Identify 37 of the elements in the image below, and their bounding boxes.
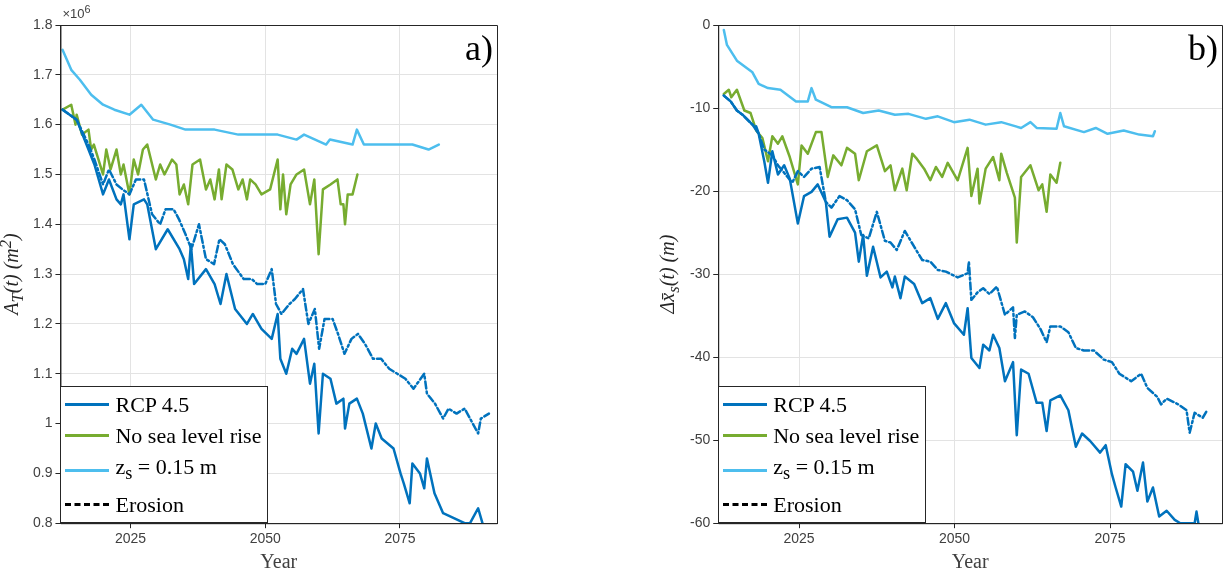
- legend-label: z$_{s}$ = 0.15 m: [773, 452, 875, 486]
- x-tick-label: 2050: [938, 530, 971, 547]
- legend-label: z$_{s}$ = 0.15 m: [115, 452, 217, 486]
- x-axis-title: Year: [951, 550, 989, 573]
- y-tick-label: -50: [690, 431, 711, 448]
- y-tick-label: -30: [690, 264, 711, 281]
- x-axis-title: Year: [260, 550, 298, 573]
- y-tick-label: 1.1: [32, 364, 53, 381]
- y-tick-label: 1.2: [32, 314, 53, 331]
- text: ×10$^{6}$: [62, 3, 91, 22]
- legend-label: No sea level rise: [115, 421, 262, 450]
- x-tick-label: 2075: [384, 530, 416, 547]
- y-tick-label: 1.5: [32, 165, 53, 182]
- y-tick-label: -40: [690, 347, 711, 364]
- y-tick-label: -60: [690, 514, 711, 531]
- y-tick-label: -20: [690, 181, 711, 198]
- y-tick-label: 1.8: [32, 15, 53, 32]
- y-tick-label: 1.4: [32, 215, 53, 232]
- legend-label: RCP 4.5: [773, 390, 848, 419]
- annotation: b): [1188, 27, 1218, 69]
- x-tick-label: 2025: [114, 530, 147, 547]
- y-tick-label: 1.7: [32, 65, 53, 82]
- legend-label: Erosion: [773, 491, 842, 520]
- x-tick-label: 2050: [249, 530, 282, 547]
- y-tick-label: 0: [702, 15, 711, 32]
- y-tick-label: -10: [690, 98, 711, 115]
- y-tick-label: 0.9: [32, 464, 53, 481]
- annotation: a): [465, 27, 493, 69]
- y-tick-label: 1.3: [32, 264, 53, 281]
- x-tick-label: 2075: [1094, 530, 1126, 547]
- x-tick-label: 2025: [783, 530, 815, 547]
- y-tick-label: 1.6: [32, 115, 53, 132]
- y-tick-label: 1: [44, 414, 53, 431]
- legend-label: Erosion: [115, 491, 184, 520]
- legend-label: RCP 4.5: [115, 390, 190, 419]
- y-tick-label: 0.8: [32, 514, 53, 531]
- legend-label: No sea level rise: [773, 421, 920, 450]
